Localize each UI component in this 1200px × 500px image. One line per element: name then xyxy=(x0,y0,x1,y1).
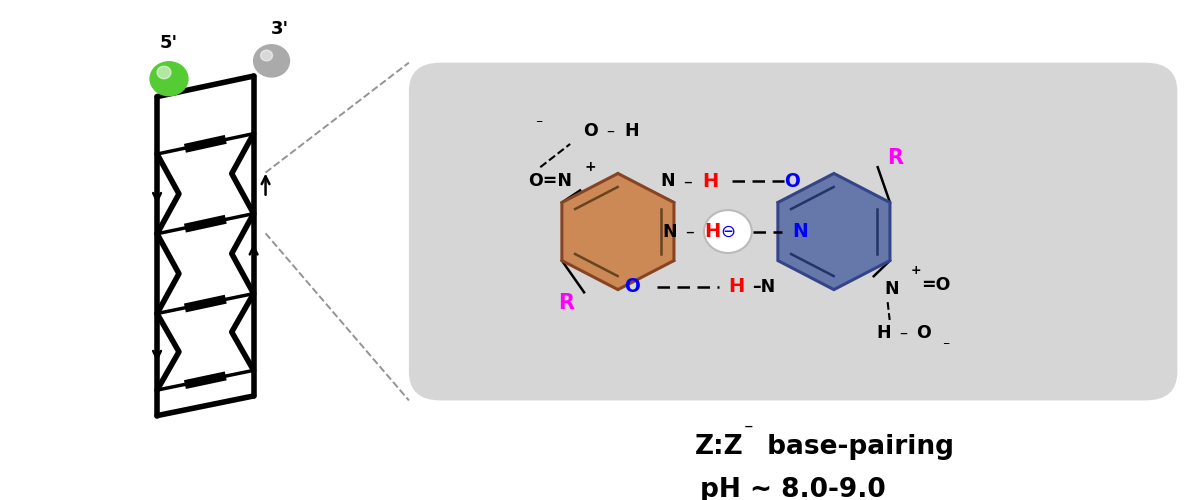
Text: N: N xyxy=(792,222,808,241)
Text: ⁻: ⁻ xyxy=(534,118,542,132)
Circle shape xyxy=(150,62,188,96)
Circle shape xyxy=(157,66,170,78)
Text: pH ~ 8.0-9.0: pH ~ 8.0-9.0 xyxy=(701,477,886,500)
Text: –N: –N xyxy=(752,278,776,296)
Text: O: O xyxy=(583,122,598,140)
Circle shape xyxy=(704,210,751,253)
Text: H: H xyxy=(702,172,719,191)
Circle shape xyxy=(260,50,272,61)
Polygon shape xyxy=(562,174,674,290)
Text: O: O xyxy=(624,278,640,296)
Text: +: + xyxy=(584,160,596,174)
Polygon shape xyxy=(778,174,890,290)
Text: N: N xyxy=(884,280,899,297)
Text: base-pairing: base-pairing xyxy=(758,434,954,460)
Text: H: H xyxy=(876,324,890,342)
Text: –: – xyxy=(606,124,614,139)
Text: =O: =O xyxy=(920,276,950,294)
Text: H: H xyxy=(624,122,640,140)
Text: $\ominus$: $\ominus$ xyxy=(720,222,736,240)
Text: ⁻: ⁻ xyxy=(942,339,949,353)
Text: –: – xyxy=(900,326,907,341)
Text: –: – xyxy=(685,222,694,240)
Text: Z:Z: Z:Z xyxy=(695,434,743,460)
Text: +: + xyxy=(911,264,920,278)
Circle shape xyxy=(253,45,289,77)
Text: R: R xyxy=(558,293,574,313)
Text: O=N: O=N xyxy=(528,172,572,190)
FancyBboxPatch shape xyxy=(409,62,1177,400)
Text: ⁻: ⁻ xyxy=(743,422,752,440)
Text: O: O xyxy=(784,172,800,191)
Text: 5': 5' xyxy=(160,34,178,52)
Text: O: O xyxy=(916,324,931,342)
Text: H: H xyxy=(728,278,744,296)
Text: N: N xyxy=(662,222,677,240)
Text: R: R xyxy=(888,148,904,169)
Text: N: N xyxy=(660,172,674,190)
Text: H: H xyxy=(704,222,721,241)
Text: 3': 3' xyxy=(270,20,288,38)
Text: –: – xyxy=(683,172,692,190)
